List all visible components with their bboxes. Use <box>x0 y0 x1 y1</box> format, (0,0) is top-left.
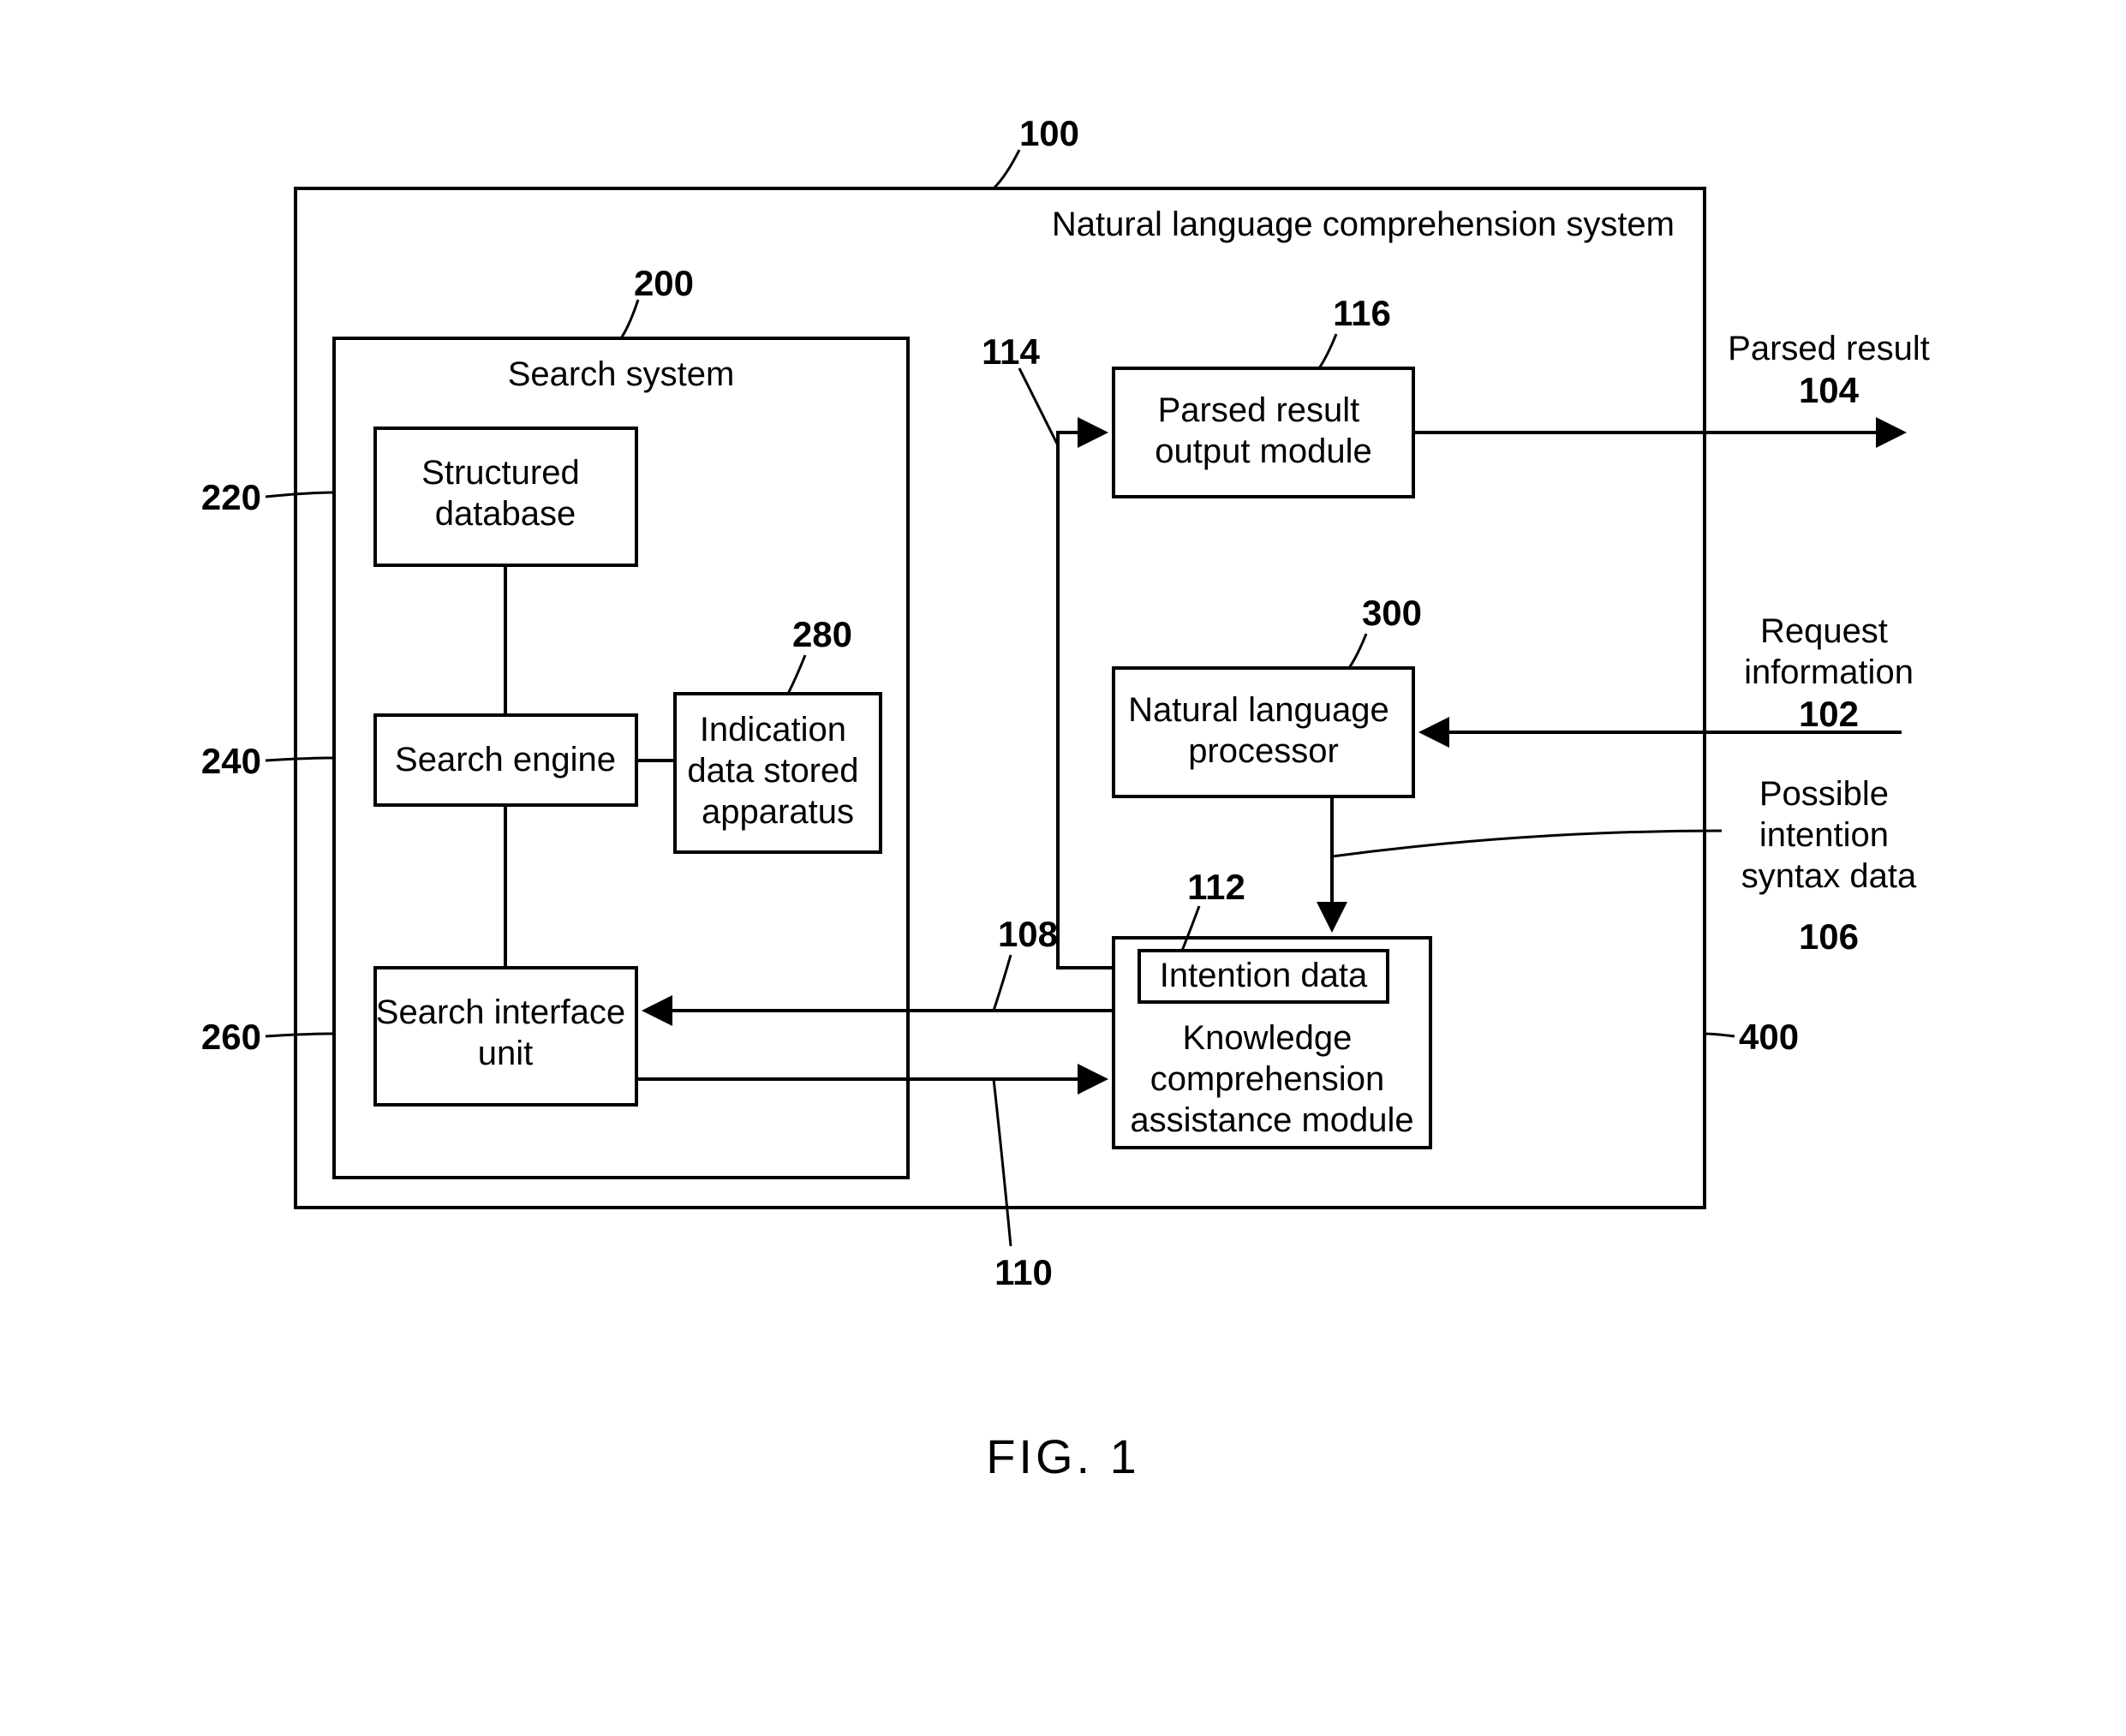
label-parsed-result: Parsed result <box>1728 330 1930 367</box>
label-nlp: Natural language processor <box>1128 691 1399 770</box>
ref-114: 114 <box>982 331 1040 372</box>
ref-220: 220 <box>201 477 261 517</box>
ref-280: 280 <box>792 614 852 654</box>
label-structured-db-1: Structured database <box>421 454 589 533</box>
leader-106 <box>1332 831 1722 856</box>
label-search-interface: Search interface unit <box>376 993 635 1072</box>
ref-116: 116 <box>1333 293 1391 333</box>
leader-100 <box>994 150 1019 188</box>
label-knowledge-module: Knowledge comprehension assistance modul… <box>1130 1019 1413 1139</box>
label-system-100: Natural language comprehension system <box>1052 206 1675 243</box>
label-request-info: Request information <box>1744 612 1914 691</box>
leader-112 <box>1182 906 1199 951</box>
ref-112: 112 <box>1187 867 1245 907</box>
ref-260: 260 <box>201 1017 261 1057</box>
structured-db-line2: database <box>435 495 576 533</box>
leader-280 <box>788 655 805 694</box>
ref-104: 104 <box>1799 370 1860 410</box>
leader-240 <box>266 758 334 761</box>
ref-106: 106 <box>1799 916 1859 957</box>
ref-300: 300 <box>1362 593 1422 633</box>
ref-110: 110 <box>994 1252 1053 1292</box>
label-parsed-result-output: Parsed result output module <box>1155 391 1372 470</box>
ref-400: 400 <box>1739 1017 1799 1057</box>
leader-300 <box>1349 634 1366 668</box>
ref-240: 240 <box>201 741 261 781</box>
leader-200 <box>621 300 638 338</box>
figure-title: FIG. 1 <box>986 1429 1140 1483</box>
edge-114 <box>1058 433 1114 968</box>
leader-400 <box>1705 1034 1735 1036</box>
label-possible-intention: Possible intention syntax data <box>1741 775 1917 895</box>
leader-220 <box>266 492 334 497</box>
label-search-engine: Search engine <box>395 741 616 779</box>
leader-110 <box>994 1079 1011 1246</box>
leader-114 <box>1019 368 1058 445</box>
structured-db-line1: Structured <box>421 454 580 492</box>
leader-116 <box>1319 334 1336 368</box>
ref-100: 100 <box>1019 113 1079 153</box>
leader-260 <box>266 1034 334 1036</box>
leader-108 <box>994 955 1011 1011</box>
label-intention-data: Intention data <box>1160 957 1368 994</box>
label-search-system: Search system <box>508 355 735 393</box>
ref-200: 200 <box>634 263 694 303</box>
ref-108: 108 <box>998 914 1058 954</box>
label-indication-data: Indication data stored apparatus <box>687 711 868 831</box>
ref-102: 102 <box>1799 694 1859 734</box>
